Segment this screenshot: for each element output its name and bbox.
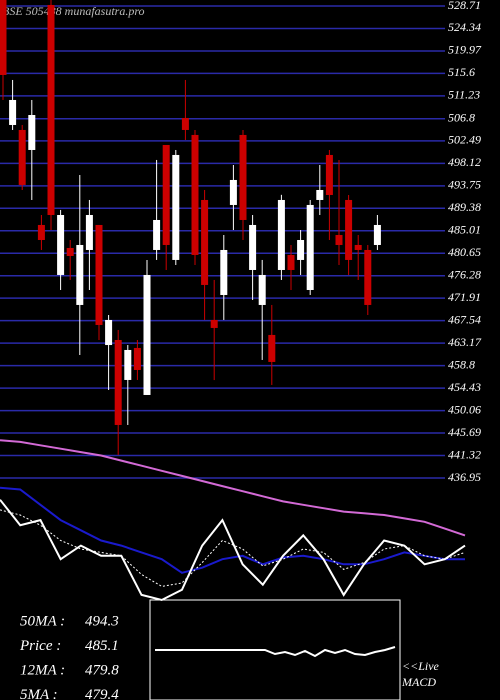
stat-label: 5MA : bbox=[20, 687, 58, 700]
indicator-line bbox=[0, 439, 466, 537]
candle-body bbox=[364, 249, 372, 305]
y-tick-label: 441.32 bbox=[448, 447, 481, 461]
stat-value: 485.1 bbox=[85, 638, 119, 654]
y-tick-label: 454.43 bbox=[448, 380, 481, 394]
candle-body bbox=[210, 319, 218, 328]
stat-value: 479.4 bbox=[85, 687, 119, 700]
candle-body bbox=[85, 214, 93, 250]
candle-body bbox=[143, 274, 151, 395]
y-tick-label: 485.01 bbox=[448, 223, 481, 237]
stat-label: 50MA : bbox=[20, 613, 65, 629]
y-tick-label: 498.12 bbox=[448, 155, 481, 169]
candle-body bbox=[335, 235, 343, 245]
stat-value: 494.3 bbox=[85, 613, 119, 629]
candle-body bbox=[153, 219, 161, 250]
candle-body bbox=[258, 274, 266, 305]
candle-body bbox=[18, 129, 26, 185]
macd-line bbox=[155, 646, 396, 658]
live-label: <<Live bbox=[402, 659, 440, 673]
candle-body bbox=[297, 239, 305, 260]
candle-body bbox=[47, 4, 55, 215]
stat-label: 12MA : bbox=[20, 662, 65, 678]
candle-body bbox=[66, 247, 74, 256]
stat-label: Price : bbox=[19, 638, 61, 654]
candle-body bbox=[9, 99, 17, 125]
candle-body bbox=[162, 144, 170, 245]
candle-body bbox=[181, 117, 189, 130]
y-tick-label: 515.6 bbox=[448, 65, 475, 79]
candle-body bbox=[277, 199, 285, 270]
candle-body bbox=[268, 334, 276, 362]
y-tick-label: 506.8 bbox=[448, 110, 475, 124]
y-tick-label: 524.34 bbox=[448, 20, 481, 34]
candle-body bbox=[191, 134, 199, 255]
candle-body bbox=[373, 224, 381, 245]
candle-body bbox=[76, 244, 84, 305]
y-tick-label: 450.06 bbox=[448, 402, 481, 416]
candle-body bbox=[316, 189, 324, 200]
chart-title: BSE 505488 munafasutra.pro bbox=[2, 4, 145, 18]
candle-body bbox=[114, 339, 122, 425]
candle-body bbox=[220, 249, 228, 295]
candle-body bbox=[249, 224, 257, 270]
candle-body bbox=[287, 254, 295, 270]
candle-body bbox=[345, 199, 353, 260]
y-tick-label: 436.95 bbox=[448, 470, 481, 484]
candle-body bbox=[172, 154, 180, 260]
indicator-label: MACD bbox=[401, 675, 436, 689]
candle-body bbox=[105, 319, 113, 346]
y-tick-label: 528.71 bbox=[448, 0, 481, 12]
y-tick-label: 519.97 bbox=[448, 43, 482, 57]
candle-body bbox=[306, 204, 314, 290]
y-tick-label: 493.75 bbox=[448, 178, 481, 192]
y-tick-label: 463.17 bbox=[448, 335, 482, 349]
candle-body bbox=[354, 244, 362, 250]
candle-body bbox=[124, 349, 132, 380]
indicator-line bbox=[0, 499, 466, 602]
y-tick-label: 458.8 bbox=[448, 357, 475, 371]
stat-value: 479.8 bbox=[85, 662, 119, 678]
candle-body bbox=[95, 224, 103, 325]
y-tick-label: 502.49 bbox=[448, 133, 481, 147]
y-tick-label: 489.38 bbox=[448, 200, 481, 214]
indicator-line bbox=[0, 486, 465, 574]
candle-body bbox=[325, 154, 333, 195]
y-tick-label: 471.91 bbox=[448, 290, 481, 304]
candle-body bbox=[57, 214, 65, 275]
y-tick-label: 511.23 bbox=[448, 88, 480, 102]
candle-body bbox=[0, 0, 7, 75]
y-tick-label: 476.28 bbox=[448, 267, 481, 281]
candle-body bbox=[28, 114, 36, 150]
y-tick-label: 480.65 bbox=[448, 245, 481, 259]
indicator-line bbox=[0, 509, 466, 587]
candle-body bbox=[37, 224, 45, 240]
candle-body bbox=[229, 179, 237, 205]
candle-body bbox=[201, 199, 209, 285]
candle-body bbox=[133, 347, 141, 370]
candle-body bbox=[239, 134, 247, 220]
y-tick-label: 467.54 bbox=[448, 312, 481, 326]
y-tick-label: 445.69 bbox=[448, 425, 481, 439]
